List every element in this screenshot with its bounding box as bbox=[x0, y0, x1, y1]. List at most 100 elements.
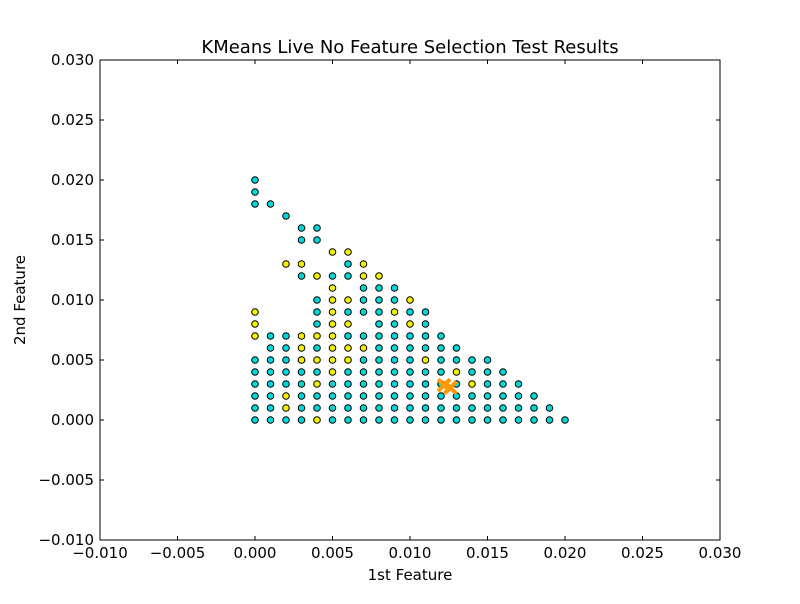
y-tick-label: 0.010 bbox=[51, 291, 94, 309]
scatter-point bbox=[282, 356, 290, 364]
scatter-point bbox=[313, 236, 321, 244]
scatter-point bbox=[421, 356, 430, 364]
scatter-point bbox=[545, 404, 554, 412]
scatter-point bbox=[452, 404, 461, 412]
scatter-point bbox=[421, 320, 430, 328]
chart-title: KMeans Live No Feature Selection Test Re… bbox=[201, 37, 618, 58]
scatter-point bbox=[282, 404, 290, 412]
scatter-point bbox=[468, 404, 476, 412]
scatter-point bbox=[344, 320, 352, 328]
scatter-point bbox=[406, 356, 414, 364]
scatter-point bbox=[328, 272, 337, 280]
scatter-point bbox=[375, 308, 383, 316]
scatter-point bbox=[359, 392, 368, 400]
scatter-point bbox=[406, 332, 414, 340]
scatter-point bbox=[251, 404, 259, 412]
scatter-point bbox=[375, 344, 383, 352]
scatter-point bbox=[437, 416, 445, 424]
scatter-point bbox=[344, 308, 352, 316]
y-tick-label: −0.005 bbox=[38, 471, 94, 489]
scatter-point bbox=[437, 368, 445, 376]
y-tick-label: 0.005 bbox=[51, 351, 94, 369]
scatter-point bbox=[483, 416, 492, 424]
scatter-point bbox=[344, 368, 352, 376]
scatter-point bbox=[390, 380, 399, 388]
scatter-point bbox=[251, 356, 259, 364]
scatter-point bbox=[328, 368, 337, 376]
scatter-point bbox=[266, 332, 275, 340]
scatter-point bbox=[328, 248, 337, 256]
scatter-point bbox=[499, 392, 507, 400]
x-tick-label: −0.010 bbox=[72, 544, 128, 562]
scatter-point bbox=[328, 356, 337, 364]
scatter-point bbox=[328, 284, 337, 292]
scatter-point bbox=[390, 308, 399, 316]
scatter-point bbox=[251, 176, 259, 184]
scatter-point bbox=[266, 368, 275, 376]
scatter-point bbox=[344, 392, 352, 400]
scatter-point bbox=[375, 296, 383, 304]
scatter-point bbox=[297, 380, 306, 388]
scatter-point bbox=[313, 356, 321, 364]
scatter-point bbox=[282, 368, 290, 376]
scatter-point bbox=[344, 272, 352, 280]
scatter-point bbox=[359, 368, 368, 376]
scatter-point bbox=[514, 416, 523, 424]
scatter-point bbox=[390, 356, 399, 364]
scatter-point bbox=[375, 368, 383, 376]
scatter-point bbox=[359, 296, 368, 304]
scatter-point bbox=[468, 392, 476, 400]
scatter-point bbox=[406, 416, 414, 424]
scatter-point bbox=[390, 392, 399, 400]
scatter-point bbox=[375, 416, 383, 424]
scatter-point bbox=[468, 416, 476, 424]
scatter-point bbox=[313, 272, 321, 280]
scatter-point bbox=[313, 308, 321, 316]
scatter-point bbox=[297, 224, 306, 232]
scatter-point bbox=[421, 332, 430, 340]
scatter-point bbox=[359, 416, 368, 424]
scatter-point bbox=[421, 344, 430, 352]
scatter-point bbox=[406, 296, 414, 304]
y-tick-label: 0.020 bbox=[51, 171, 94, 189]
scatter-point bbox=[390, 344, 399, 352]
scatter-point bbox=[359, 308, 368, 316]
scatter-point bbox=[328, 344, 337, 352]
scatter-point bbox=[421, 392, 430, 400]
ticks-layer: −0.010 −0.005 0.000 0.005 0.010 0.015 0.020 0.0… bbox=[38, 51, 741, 562]
scatter-point bbox=[375, 332, 383, 340]
scatter-point bbox=[359, 344, 368, 352]
scatter-point bbox=[328, 308, 337, 316]
scatter-point bbox=[421, 380, 430, 388]
scatter-point bbox=[266, 344, 275, 352]
scatter-point bbox=[297, 404, 306, 412]
scatter-point bbox=[421, 416, 430, 424]
x-tick-label: 0.015 bbox=[466, 544, 509, 562]
scatter-point bbox=[282, 332, 290, 340]
scatter-point bbox=[468, 356, 476, 364]
y-tick-label: −0.010 bbox=[38, 531, 94, 549]
scatter-point bbox=[390, 368, 399, 376]
scatter-point bbox=[406, 344, 414, 352]
scatter-point bbox=[406, 308, 414, 316]
scatter-point bbox=[483, 380, 492, 388]
scatter-point bbox=[297, 332, 306, 340]
scatter-point bbox=[297, 236, 306, 244]
scatter-point bbox=[282, 392, 290, 400]
scatter-point bbox=[266, 200, 275, 208]
scatter-point bbox=[483, 356, 492, 364]
x-tick-label: 0.005 bbox=[311, 544, 354, 562]
scatter-point bbox=[406, 320, 414, 328]
scatter-point bbox=[328, 320, 337, 328]
scatter-point bbox=[359, 404, 368, 412]
x-axis-label: 1st Feature bbox=[368, 566, 453, 584]
scatter-point bbox=[313, 368, 321, 376]
scatter-point bbox=[390, 416, 399, 424]
scatter-point bbox=[390, 320, 399, 328]
scatter-point bbox=[421, 368, 430, 376]
y-tick-label: 0.025 bbox=[51, 111, 94, 129]
y-tick-label: 0.030 bbox=[51, 51, 94, 69]
scatter-point bbox=[328, 296, 337, 304]
scatter-point bbox=[344, 248, 352, 256]
